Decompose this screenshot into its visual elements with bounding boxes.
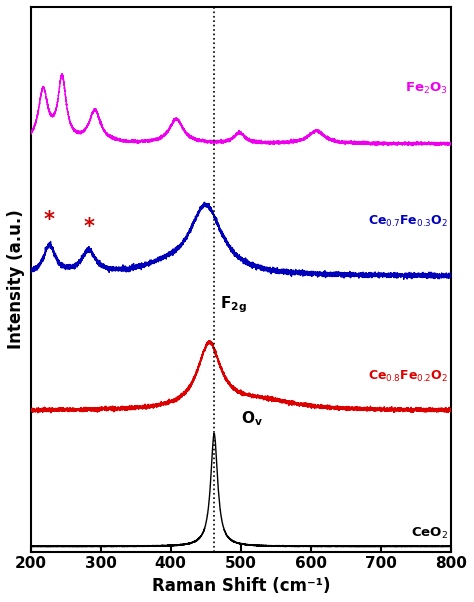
Text: Ce$_{0.8}$Fe$_{0.2}$O$_2$: Ce$_{0.8}$Fe$_{0.2}$O$_2$: [367, 370, 447, 385]
Text: $\mathbf{F_{2g}}$: $\mathbf{F_{2g}}$: [220, 295, 246, 315]
Y-axis label: Intensity (a.u.): Intensity (a.u.): [7, 209, 25, 349]
Text: *: *: [83, 217, 94, 237]
X-axis label: Raman Shift (cm⁻¹): Raman Shift (cm⁻¹): [152, 577, 330, 595]
Text: Fe$_2$O$_3$: Fe$_2$O$_3$: [405, 81, 447, 96]
Text: $\mathbf{O_v}$: $\mathbf{O_v}$: [241, 409, 263, 428]
Text: CeO$_2$: CeO$_2$: [410, 526, 447, 541]
Text: Ce$_{0.7}$Fe$_{0.3}$O$_2$: Ce$_{0.7}$Fe$_{0.3}$O$_2$: [367, 214, 447, 229]
Text: *: *: [44, 210, 55, 230]
